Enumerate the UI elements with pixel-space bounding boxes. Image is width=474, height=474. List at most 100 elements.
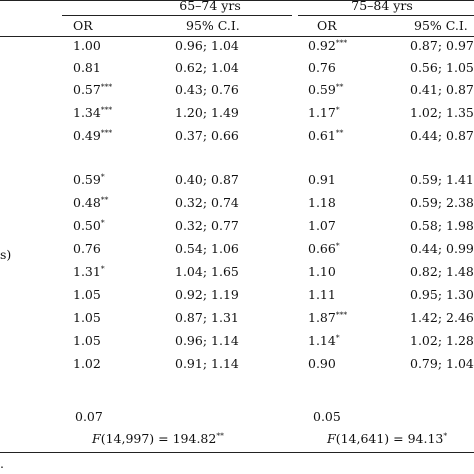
or-value: 0.92: [308, 38, 336, 53]
or-value: 1.17: [308, 105, 336, 120]
ci-value: 0.40; 0.87: [175, 172, 239, 187]
significance-marker: **: [100, 195, 109, 204]
or-value: 0.76: [73, 241, 101, 256]
ci-value: 0.32; 0.77: [175, 218, 239, 233]
table-row-1-or-1: 0.81: [73, 60, 101, 76]
table-row-9-ci-2: 0.82; 1.48: [410, 264, 474, 280]
table-row-10-ci-1: 0.92; 1.19: [175, 287, 239, 303]
r2-value-2: 0.05: [313, 409, 341, 424]
or-value: 0.57: [73, 82, 101, 97]
ci-value: 1.20; 1.49: [175, 105, 239, 120]
header-rule: [0, 36, 474, 37]
table-row-11-or-2: 1.87***: [308, 310, 347, 326]
table-row-12-ci-2: 1.02; 1.28: [410, 333, 474, 349]
table-row-8-ci-2: 0.44; 0.99: [410, 241, 474, 257]
table-row-3-or-1: 1.34***: [73, 105, 112, 121]
r2-value-1: 0.07: [75, 409, 103, 424]
group-underline-65-74: [62, 15, 292, 16]
or-value: 1.05: [73, 310, 101, 325]
table-row-2-ci-2: 0.41; 0.87: [410, 82, 474, 98]
significance-marker: *: [100, 172, 105, 181]
table-row-5-or-1: 0.59*: [73, 172, 105, 188]
table-row-7-or-2: 1.07: [308, 218, 336, 234]
or-value: 0.59: [73, 172, 101, 187]
table-row-13-ci-1: 0.91; 1.14: [175, 356, 239, 372]
table-row-6-ci-1: 0.32; 0.74: [175, 195, 239, 211]
significance-marker: ***: [100, 82, 113, 91]
table-row-0-ci-1: 0.96; 1.04: [175, 38, 239, 54]
ci-value: 0.41; 0.87: [410, 82, 474, 97]
or-value: 1.00: [73, 38, 101, 53]
or-value: 0.66: [308, 241, 336, 256]
ci-value: 0.95; 1.30: [410, 287, 474, 302]
table-row-5-or-2: 0.91: [308, 172, 336, 188]
or-value: 1.18: [308, 195, 336, 210]
or-value: 1.31: [73, 264, 101, 279]
or-value: 1.05: [73, 287, 101, 302]
table-row-6-or-1: 0.48**: [73, 195, 108, 211]
table-row-4-ci-1: 0.37; 0.66: [175, 128, 239, 144]
top-rule: [0, 0, 474, 1]
or-value: 1.05: [73, 333, 101, 348]
table-row-12-or-2: 1.14*: [308, 333, 340, 349]
table-row-11-ci-1: 0.87; 1.31: [175, 310, 239, 326]
or-value: 0.81: [73, 60, 101, 75]
table-row-4-or-2: 0.61**: [308, 128, 343, 144]
ci-value: 0.62; 1.04: [175, 60, 239, 75]
or-value: 0.90: [308, 356, 336, 371]
table-row-4-or-1: 0.49***: [73, 128, 112, 144]
ci-value: 0.43; 0.76: [175, 82, 239, 97]
ci-value: 0.44; 0.99: [410, 241, 474, 256]
significance-marker: ***: [335, 310, 348, 319]
or-value: 1.14: [308, 333, 336, 348]
table-row-7-ci-2: 0.58; 1.98: [410, 218, 474, 234]
ci-value: 0.59; 1.41: [410, 172, 474, 187]
or-value: 1.02: [73, 356, 101, 371]
table-row-13-or-1: 1.02: [73, 356, 101, 372]
table-row-7-ci-1: 0.32; 0.77: [175, 218, 239, 234]
or-value: 1.10: [308, 264, 336, 279]
table-row-12-or-1: 1.05: [73, 333, 101, 349]
f-letter-2: F: [327, 431, 336, 446]
table-row-6-ci-2: 0.59; 2.38: [410, 195, 474, 211]
table-row-9-or-2: 1.10: [308, 264, 336, 280]
significance-marker: *: [335, 333, 340, 342]
ci-value: 0.37; 0.66: [175, 128, 239, 143]
ci-value: 0.87; 0.97: [410, 38, 474, 53]
col-header-ci-2: 95% C.I.: [414, 18, 468, 33]
ci-value: 1.42; 2.46: [410, 310, 474, 325]
ci-value: 0.58; 1.98: [410, 218, 474, 233]
f-df-1: (14,997) = 194.82: [100, 431, 217, 446]
table-row-3-ci-1: 1.20; 1.49: [175, 105, 239, 121]
or-value: 0.76: [308, 60, 336, 75]
significance-marker: ***: [100, 105, 113, 114]
col-header-or-1: OR: [73, 18, 93, 33]
table-row-7-or-1: 0.50*: [73, 218, 105, 234]
row-stub-fragment: s): [0, 247, 12, 262]
table-row-10-or-1: 1.05: [73, 287, 101, 303]
col-header-ci-1: 95% C.I.: [186, 18, 240, 33]
table-row-10-ci-2: 0.95; 1.30: [410, 287, 474, 303]
group-header-65-74: 65–74 yrs: [179, 0, 241, 13]
ci-value: 0.79; 1.04: [410, 356, 474, 371]
f-letter-1: F: [92, 431, 101, 446]
table-row-9-ci-1: 1.04; 1.65: [175, 264, 239, 280]
or-value: 1.07: [308, 218, 336, 233]
table-row-3-or-2: 1.17*: [308, 105, 340, 121]
f-sig-1: **: [216, 431, 224, 440]
ci-value: 0.54; 1.06: [175, 241, 239, 256]
table-row-13-ci-2: 0.79; 1.04: [410, 356, 474, 372]
f-df-2: (14,641) = 94.13: [335, 431, 444, 446]
table-row-8-or-1: 0.76: [73, 241, 101, 257]
table-row-0-or-1: 1.00: [73, 38, 101, 54]
or-value: 0.49: [73, 128, 101, 143]
or-value: 0.91: [308, 172, 336, 187]
ci-value: 0.91; 1.14: [175, 356, 239, 371]
significance-marker: ***: [100, 128, 113, 137]
significance-marker: *: [335, 241, 340, 250]
table-row-5-ci-2: 0.59; 1.41: [410, 172, 474, 188]
table-row-1-or-2: 0.76: [308, 60, 336, 76]
ci-value: 1.02; 1.28: [410, 333, 474, 348]
or-value: 0.59: [308, 82, 336, 97]
ci-value: 0.82; 1.48: [410, 264, 474, 279]
